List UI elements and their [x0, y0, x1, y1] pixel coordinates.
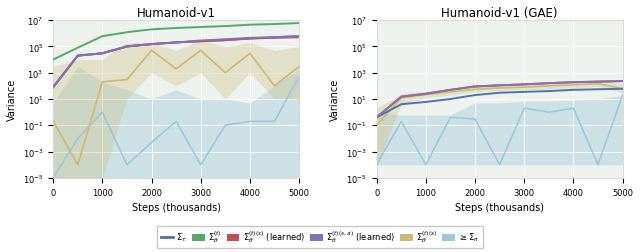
Title: Humanoid-v1: Humanoid-v1 [136, 7, 216, 20]
X-axis label: Steps (thousands): Steps (thousands) [455, 202, 544, 212]
X-axis label: Steps (thousands): Steps (thousands) [132, 202, 221, 212]
Y-axis label: Variance: Variance [7, 79, 17, 121]
Legend: $\Sigma_\tau$, $\Sigma_\theta^{(t)}$, $\Sigma_\theta^{(t)(s)}$ (learned), $\Sigm: $\Sigma_\tau$, $\Sigma_\theta^{(t)}$, $\… [157, 226, 483, 248]
Title: Humanoid-v1 (GAE): Humanoid-v1 (GAE) [442, 7, 558, 20]
Y-axis label: Variance: Variance [330, 79, 340, 121]
